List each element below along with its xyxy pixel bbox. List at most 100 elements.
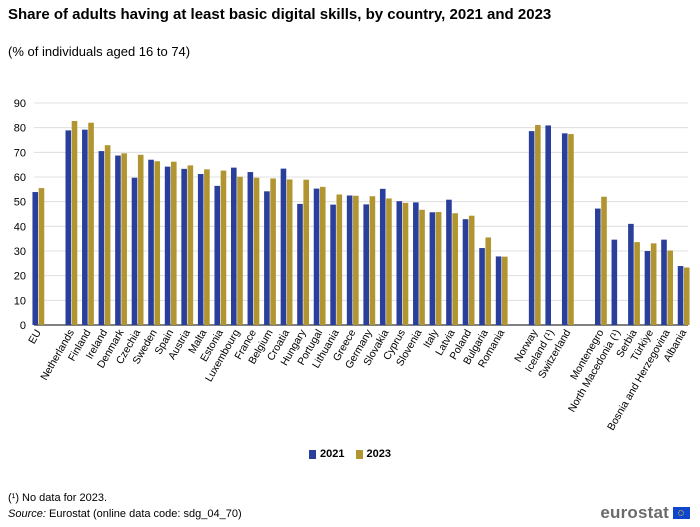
bar-2021 <box>148 159 154 325</box>
bar-2023 <box>402 202 409 325</box>
bar-2021 <box>495 256 502 325</box>
bar-2023 <box>88 122 94 325</box>
bar-2023 <box>435 212 442 325</box>
bar-2021 <box>396 201 403 325</box>
bar-2021 <box>528 131 535 325</box>
bar-2021 <box>82 129 88 325</box>
bar-2021 <box>280 168 287 325</box>
bar-2023 <box>171 161 177 325</box>
bar-2023 <box>187 165 194 325</box>
bar-2023 <box>601 196 607 325</box>
y-tick-label: 90 <box>14 98 26 110</box>
bar-2021 <box>181 168 187 325</box>
bar-2023 <box>468 215 475 325</box>
bar-2021 <box>446 199 452 325</box>
y-tick-label: 80 <box>14 123 26 135</box>
bar-2021 <box>313 188 320 325</box>
eurostat-logo: eurostat <box>600 503 690 523</box>
bar-2023 <box>303 179 309 325</box>
bar-2023 <box>71 121 78 325</box>
bar-2021 <box>545 125 551 326</box>
bar-2021 <box>595 208 601 325</box>
bar-2021 <box>98 151 105 325</box>
bar-2023 <box>386 198 392 325</box>
bar-2021 <box>479 248 485 325</box>
bar-2023 <box>154 161 161 325</box>
bar-2021 <box>247 172 254 325</box>
bar-2021 <box>628 223 634 325</box>
source-note: Source: Eurostat (online data code: sdg_… <box>8 508 242 520</box>
bar-2021 <box>65 130 72 325</box>
bar-2023 <box>137 154 144 325</box>
bar-2023 <box>683 267 690 325</box>
bar-2021 <box>214 185 221 325</box>
bar-2023 <box>634 242 640 325</box>
bar-2021 <box>413 202 419 325</box>
y-tick-label: 60 <box>14 172 26 184</box>
bar-2023 <box>336 194 343 325</box>
y-tick-label: 30 <box>14 246 26 258</box>
bar-2021 <box>264 191 270 325</box>
x-axis-ticks: EUNetherlandsFinlandIrelandDenmarkCzechi… <box>26 327 689 433</box>
bar-2023 <box>220 170 227 325</box>
bar-2023 <box>485 237 492 325</box>
bar-2023 <box>568 134 574 325</box>
legend-label-2021: 2021 <box>319 448 345 460</box>
legend-swatch-2023 <box>355 449 363 459</box>
bar-2023 <box>104 145 111 325</box>
bar-2023 <box>121 153 127 325</box>
source-label: Source: <box>8 508 46 520</box>
y-tick-label: 50 <box>14 197 26 209</box>
bar-2021 <box>561 133 568 325</box>
legend: 2021 2023 <box>0 448 700 462</box>
bar-2023 <box>452 213 458 325</box>
bar-2023 <box>535 124 541 325</box>
bar-2021 <box>379 188 386 325</box>
bar-chart: 0 10 20 30 40 50 60 70 80 90 EUNetherlandsFinland… <box>14 98 690 433</box>
y-tick-label: 20 <box>14 271 26 283</box>
bar-2021 <box>164 166 171 325</box>
bar-2023 <box>419 209 425 325</box>
bar-2023 <box>253 177 260 325</box>
bars <box>32 121 690 326</box>
bar-2021 <box>32 192 39 325</box>
legend-item-2023: 2023 <box>355 448 392 460</box>
bar-2023 <box>237 176 243 325</box>
chart-subtitle: (% of individuals aged 16 to 74) <box>8 44 191 59</box>
y-tick-label: 40 <box>14 221 26 233</box>
bar-2023 <box>667 250 673 325</box>
bar-2021 <box>611 239 618 325</box>
logo-text: eurostat <box>600 503 669 522</box>
bar-2021 <box>677 266 684 325</box>
x-tick-label: EU <box>26 328 44 347</box>
legend-label-2023: 2023 <box>366 448 392 460</box>
y-tick-label: 70 <box>14 147 26 159</box>
y-tick-label: 0 <box>20 320 26 332</box>
legend-swatch-2021 <box>308 449 316 459</box>
bar-2023 <box>38 188 45 325</box>
chart-title: Share of adults having at least basic di… <box>8 6 552 23</box>
bar-2021 <box>661 239 667 325</box>
bar-2023 <box>204 169 210 325</box>
y-tick-label: 10 <box>14 295 26 307</box>
bar-2023 <box>286 179 293 325</box>
legend-item-2021: 2021 <box>308 448 345 460</box>
bar-2021 <box>231 167 237 325</box>
source-text: Eurostat (online data code: sdg_04_70) <box>48 508 242 520</box>
bar-2021 <box>330 204 336 325</box>
bar-2021 <box>346 195 353 325</box>
bar-2023 <box>502 256 508 325</box>
bar-2021 <box>297 203 303 325</box>
y-axis-ticks: 0 10 20 30 40 50 60 70 80 90 <box>14 98 26 332</box>
bar-2021 <box>363 204 369 325</box>
bar-2023 <box>270 178 276 325</box>
bar-2021 <box>462 219 469 325</box>
footnote: (¹) No data for 2023. <box>8 492 108 504</box>
bar-2021 <box>115 155 121 325</box>
bar-2021 <box>197 174 204 325</box>
bar-2021 <box>429 212 436 325</box>
bar-2021 <box>644 251 651 325</box>
bar-2023 <box>369 196 376 325</box>
bar-2023 <box>650 243 657 325</box>
bar-2023 <box>319 186 326 325</box>
